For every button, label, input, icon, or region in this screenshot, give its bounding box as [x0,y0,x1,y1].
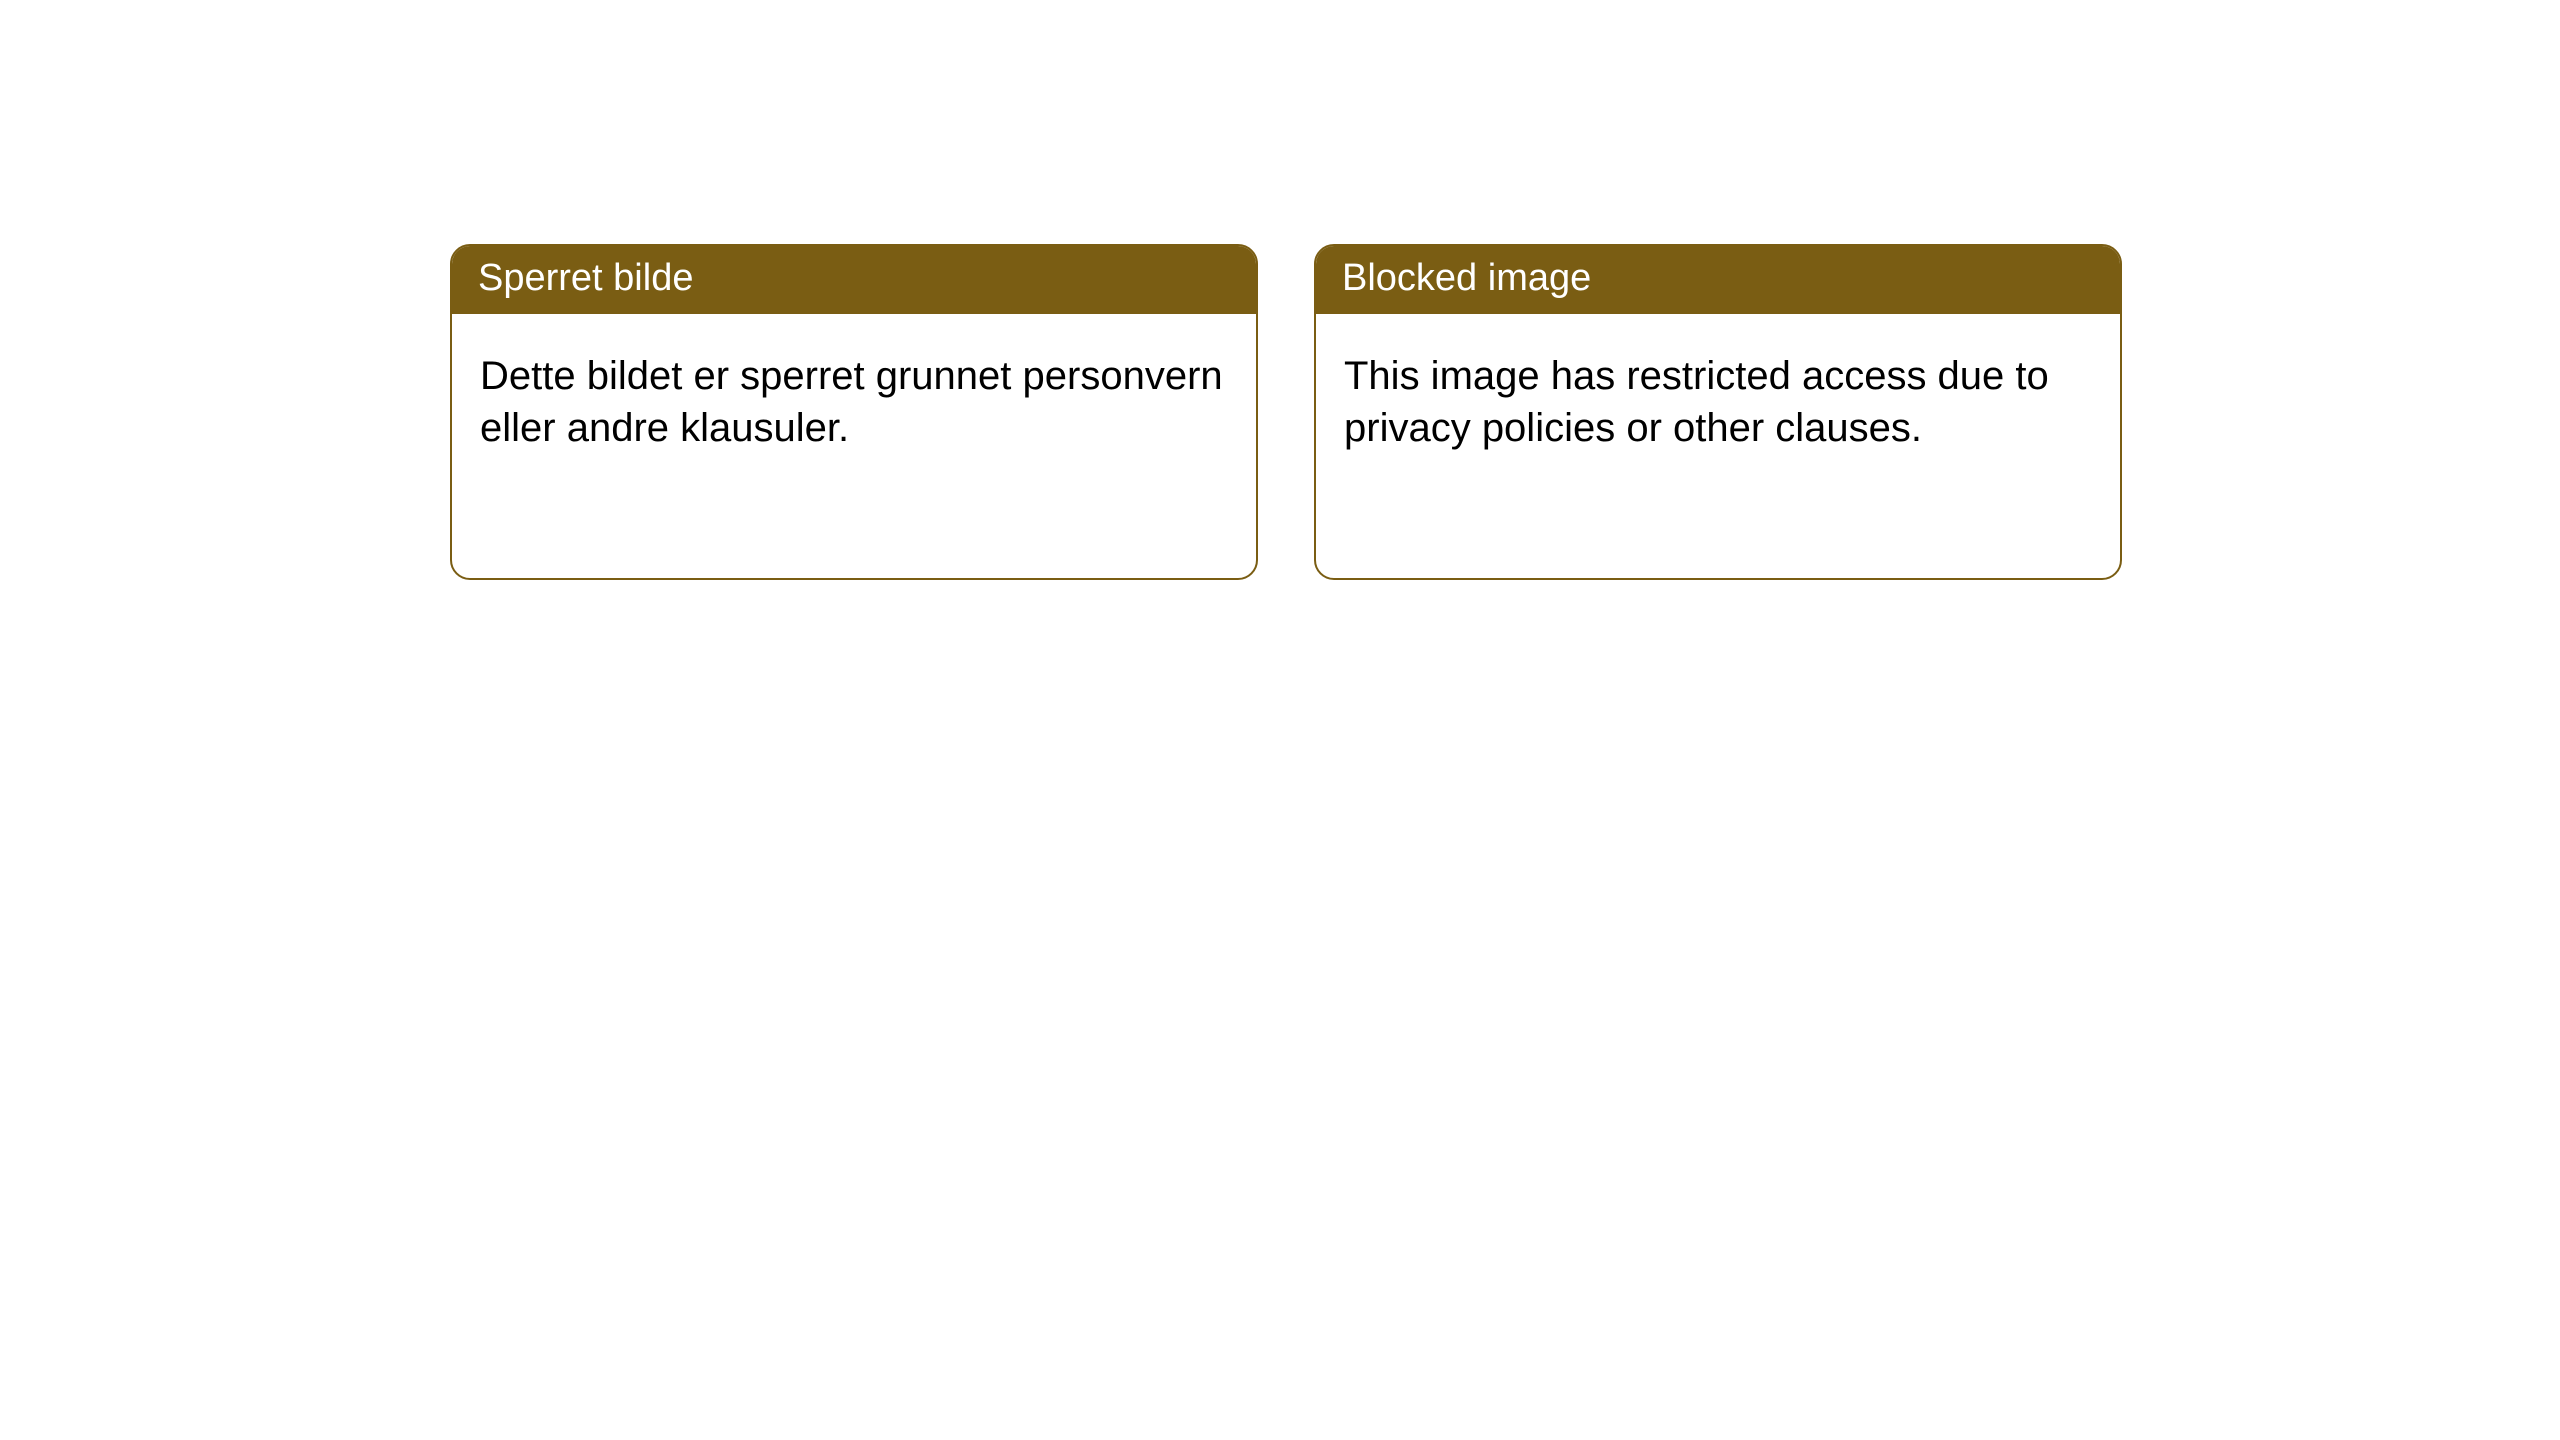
notice-card-english: Blocked image This image has restricted … [1314,244,2122,580]
card-body-english: This image has restricted access due to … [1316,314,2120,490]
card-header-norwegian: Sperret bilde [452,246,1256,314]
notice-card-norwegian: Sperret bilde Dette bildet er sperret gr… [450,244,1258,580]
card-header-english: Blocked image [1316,246,2120,314]
notice-container: Sperret bilde Dette bildet er sperret gr… [0,0,2560,580]
card-body-norwegian: Dette bildet er sperret grunnet personve… [452,314,1256,490]
